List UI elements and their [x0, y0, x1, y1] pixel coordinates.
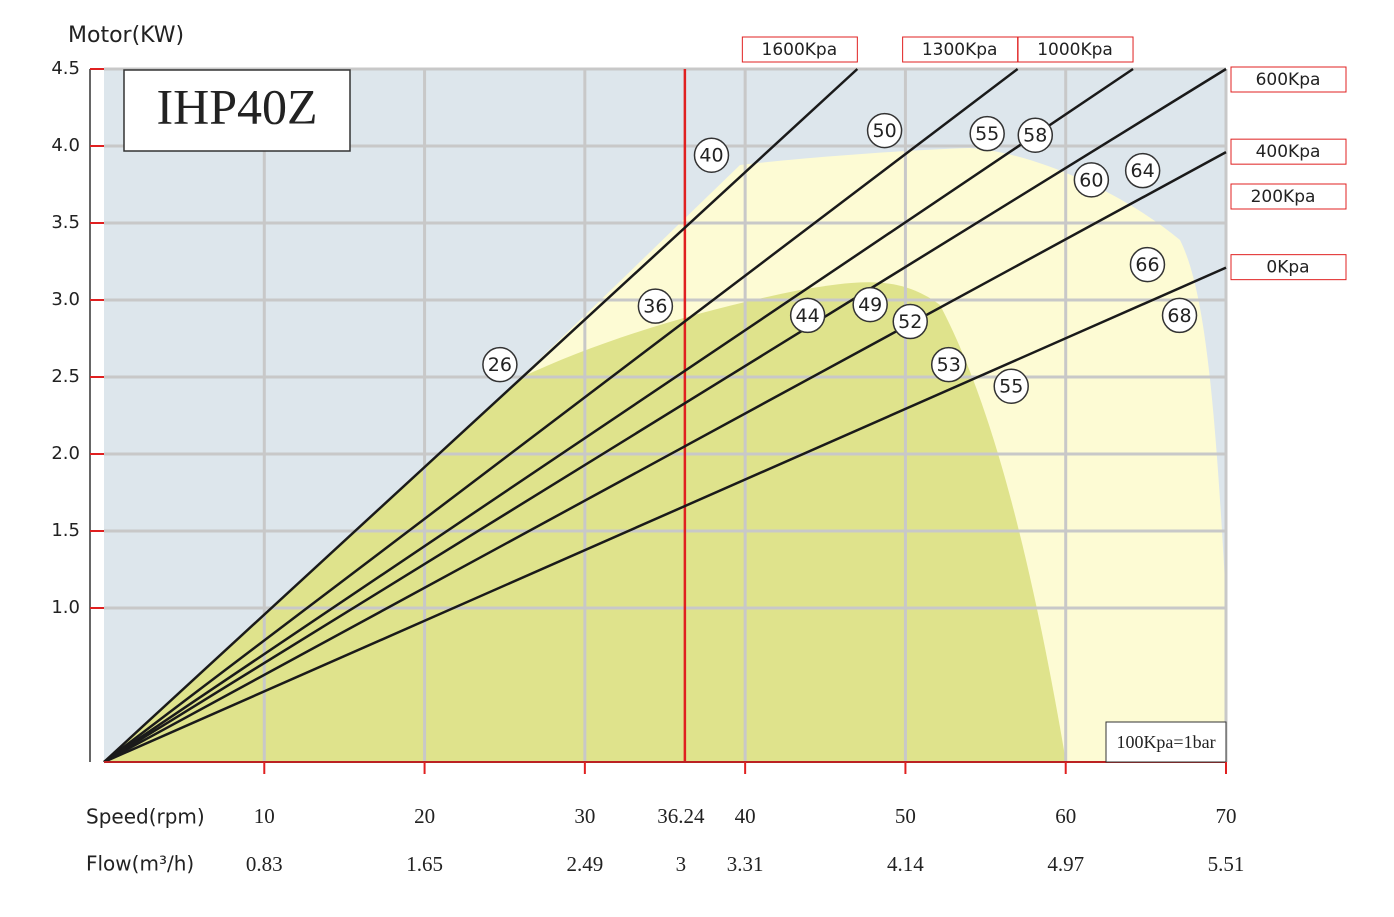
noise-circle: [637, 288, 674, 324]
flow-tick-label: 3.31: [727, 852, 764, 876]
y-axis-title: Motor(KW): [68, 23, 184, 48]
flow-tick-label: 2.49: [566, 852, 603, 876]
noise-label: 26: [488, 354, 512, 376]
y-tick-label: 3.5: [51, 212, 80, 233]
x-tick-label: 60: [1055, 804, 1076, 828]
noise-circle: [892, 303, 928, 340]
noise-circle: [1129, 246, 1166, 283]
noise-label: 68: [1167, 305, 1191, 327]
legend-label: 1000Kpa: [1037, 40, 1113, 60]
noise-label: 58: [1023, 125, 1047, 147]
noise-label: 64: [1131, 160, 1155, 182]
legend-label: 400Kpa: [1256, 142, 1321, 162]
noise-label: 55: [999, 376, 1023, 398]
noise-label: 53: [937, 354, 961, 376]
legend-box: [1230, 254, 1347, 281]
y-tick-label: 1.5: [51, 520, 80, 541]
noise-label: 55: [975, 123, 999, 145]
noise-label: 60: [1079, 169, 1103, 191]
pressure-line: [103, 67, 1134, 764]
pressure-label-box: [1230, 183, 1347, 210]
noise-circle: [930, 346, 967, 383]
noise-circle: [852, 286, 888, 323]
x-tick-label: 40: [735, 804, 756, 828]
x-tick-label: 10: [254, 804, 275, 828]
y-tick-label: 4.5: [51, 58, 80, 79]
note-box: [1105, 721, 1227, 763]
pressure-label: 200Kpa: [1251, 187, 1316, 207]
pressure-line: [103, 151, 1227, 764]
highlight-flow-label: 3: [676, 852, 687, 876]
flow-axis-title: Flow(m³/h): [86, 852, 194, 876]
legend-label: 600Kpa: [1256, 70, 1321, 90]
marks: [103, 67, 1227, 764]
flow-tick-label: 1.65: [406, 852, 443, 876]
flow-tick-label: 0.83: [246, 852, 283, 876]
flow-tick-label: 4.97: [1047, 852, 1084, 876]
legend-label: 1600Kpa: [762, 40, 838, 60]
note: 100Kpa=1bar: [1116, 732, 1215, 752]
legend-label: 1300Kpa: [922, 40, 998, 60]
noise-label: 36: [643, 296, 667, 318]
noise-label: 44: [796, 305, 820, 327]
noise-circle: [1124, 152, 1161, 189]
highlight-speed-label: 36.24: [657, 804, 705, 828]
noise-label: 66: [1135, 254, 1159, 276]
legend-box: [1230, 138, 1347, 165]
x-tick-label: 30: [574, 804, 595, 828]
legend-label: 0Kpa: [1266, 258, 1309, 278]
x-tick-label: 70: [1216, 804, 1237, 828]
noise-circle: [1017, 117, 1054, 153]
legend-box: [902, 36, 1019, 63]
noise-circle: [1073, 162, 1110, 198]
x-tick-label: 20: [414, 804, 435, 828]
noise-circle: [789, 297, 826, 334]
noise-label: 40: [699, 145, 723, 167]
y-tick-label: 2.5: [51, 366, 80, 387]
legend-box: [1017, 36, 1134, 63]
pressure-line: [103, 266, 1227, 764]
flow-tick-label: 5.51: [1208, 852, 1245, 876]
noise-circle: [993, 368, 1029, 404]
legend-box: [741, 36, 858, 63]
noise-label: 50: [872, 120, 896, 142]
pressure-line: [103, 67, 1227, 764]
noise-label: 52: [898, 311, 922, 333]
y-tick-label: 3.0: [51, 289, 80, 310]
x-tick-label: 50: [895, 804, 916, 828]
model-box: [123, 69, 351, 152]
pressure-line: [103, 68, 1019, 763]
y-tick-label: 4.0: [51, 135, 80, 156]
x-axis-title: Speed(rpm): [86, 805, 205, 829]
noise-label: 49: [858, 294, 882, 316]
pressure-line: [103, 68, 859, 763]
y-tick-label: 2.0: [51, 443, 80, 464]
noise-circle: [1161, 297, 1198, 334]
legend-box: [1230, 66, 1347, 93]
noise-circle: [482, 346, 518, 383]
noise-circle: [969, 115, 1005, 152]
y-tick-label: 1.0: [51, 597, 80, 618]
model-name: IHP40Z: [156, 78, 317, 134]
flow-tick-label: 4.14: [887, 852, 924, 876]
noise-circle: [693, 137, 730, 173]
noise-circle: [866, 112, 903, 149]
